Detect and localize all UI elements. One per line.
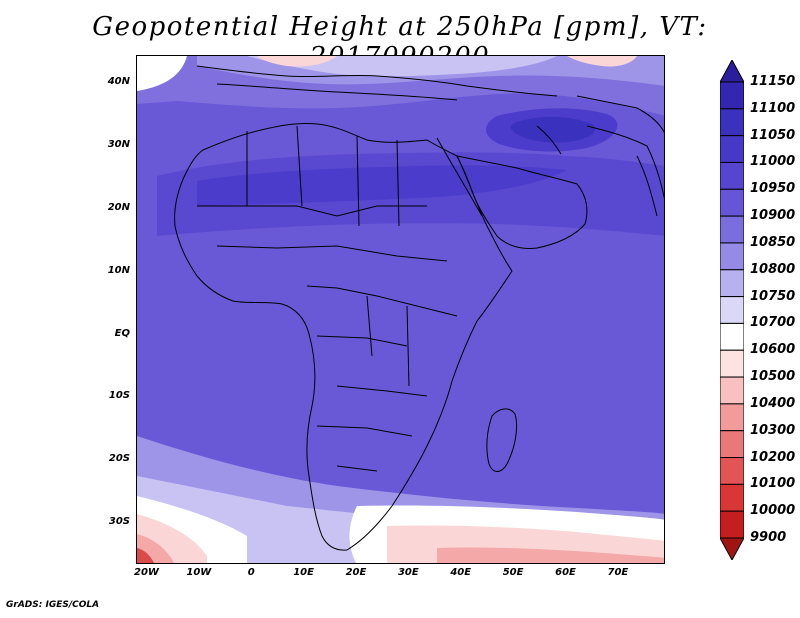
colorbar-bottom-arrow: [720, 537, 744, 560]
colorbar-level-label: 10000: [750, 503, 796, 519]
colorbar-level-label: 10500: [750, 369, 796, 385]
colorbar-level-label: 10200: [750, 449, 796, 465]
colorbar-level-label: 10700: [750, 315, 796, 331]
colorbar-level-label: 10850: [750, 234, 796, 250]
lat-tick-label: 10N: [107, 264, 130, 276]
colorbar-box: [720, 242, 744, 271]
colorbar-level-label: 11100: [750, 100, 796, 116]
field-sw-deep: [137, 548, 155, 563]
credit-label: GrADS: IGES/COLA: [6, 600, 100, 610]
colorbar-level-label: 10300: [750, 422, 796, 438]
colorbar-top-arrow: [720, 60, 744, 83]
field-se-salmon: [437, 547, 664, 563]
colorbar-box: [720, 483, 744, 512]
map-panel: [136, 55, 665, 564]
contour-field: [137, 56, 664, 563]
field-subtrop-core: [197, 165, 567, 206]
lon-tick-label: 0: [247, 567, 255, 578]
lon-tick-label: 20E: [345, 567, 367, 578]
colorbar-box: [720, 349, 744, 378]
coastlines: [174, 65, 664, 551]
lat-tick-label: EQ: [114, 327, 130, 339]
lat-tick-label: 20S: [108, 453, 130, 465]
colorbar-box: [720, 510, 744, 539]
colorbar-box: [720, 322, 744, 351]
colorbar-level-label: 10600: [750, 342, 796, 358]
colorbar-box: [720, 269, 744, 298]
colorbar-box: [720, 376, 744, 405]
colorbar-box: [720, 135, 744, 163]
colorbar-box: [720, 161, 744, 190]
colorbar-box: [720, 457, 744, 485]
lat-tick-label: 10S: [108, 390, 130, 402]
colorbar-box: [720, 188, 744, 217]
field-arabia-core: [510, 116, 596, 143]
lon-tick-label: 10W: [186, 567, 212, 578]
lon-tick-label: 60E: [555, 567, 576, 578]
colorbar-level-label: 11050: [750, 127, 796, 143]
lon-tick-label: 10E: [293, 567, 314, 578]
colorbar-boxes: [720, 60, 744, 560]
colorbar-box: [720, 108, 744, 137]
colorbar-level-label: 10100: [750, 476, 796, 492]
colorbar-level-label: 11150: [750, 74, 796, 89]
colorbar-level-label: 11000: [750, 154, 796, 170]
colorbar-box: [720, 296, 744, 324]
colorbar-level-label: 9900: [750, 530, 787, 545]
colorbar-level-label: 10950: [750, 181, 796, 197]
lon-tick-label: 50E: [502, 567, 524, 578]
field-ne-pink: [567, 56, 637, 67]
colorbar-box: [720, 430, 744, 459]
lat-tick-label: 30S: [108, 516, 130, 528]
colorbar-level-label: 10750: [750, 288, 796, 304]
colorbar-level-label: 10400: [750, 395, 796, 411]
colorbar-level-label: 10900: [750, 208, 796, 224]
lon-tick-label: 70E: [607, 567, 629, 578]
lat-tick-label: 20N: [107, 201, 130, 213]
field-north-pink: [257, 56, 337, 67]
colorbar-box: [720, 215, 744, 244]
lon-tick-label: 30E: [397, 567, 419, 578]
colorbar-level-label: 10800: [750, 261, 796, 277]
colorbar-box: [720, 403, 744, 432]
colorbar-box: [720, 81, 744, 110]
lat-tick-label: 30N: [107, 139, 130, 151]
lon-tick-label: 40E: [450, 567, 472, 578]
lon-tick-label: 20W: [133, 567, 159, 578]
colorbar: [720, 60, 744, 560]
field-nw-white: [137, 56, 187, 91]
lat-tick-label: 40N: [107, 76, 130, 88]
